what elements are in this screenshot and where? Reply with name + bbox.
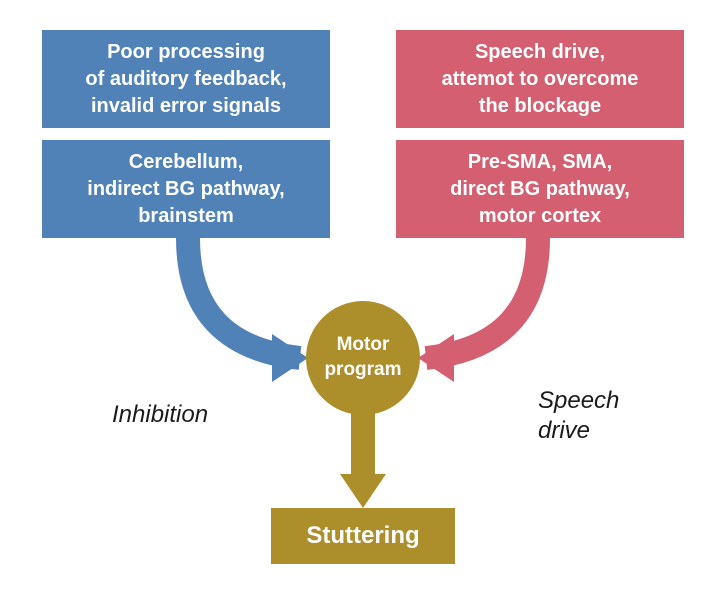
label-inhibition: Inhibition: [112, 400, 208, 430]
label-speech-drive: Speechdrive: [538, 386, 619, 446]
node-center-circle: Motorprogram: [306, 301, 420, 415]
arrow-left-shaft: [188, 238, 300, 358]
node-mid-right-text: Pre-SMA, SMA,direct BG pathway,motor cor…: [450, 149, 630, 230]
node-center-circle-text: Motorprogram: [324, 333, 401, 382]
node-top-left: Poor processingof auditory feedback,inva…: [42, 30, 330, 128]
node-top-right-text: Speech drive,attemot to overcomethe bloc…: [442, 39, 639, 120]
node-bottom-text: Stuttering: [306, 520, 419, 552]
node-mid-right: Pre-SMA, SMA,direct BG pathway,motor cor…: [396, 140, 684, 238]
node-top-left-text: Poor processingof auditory feedback,inva…: [85, 39, 286, 120]
node-bottom: Stuttering: [271, 508, 455, 564]
arrow-left-head: [272, 334, 308, 382]
node-mid-left-text: Cerebellum,indirect BG pathway,brainstem: [87, 149, 284, 230]
arrow-down-head: [340, 474, 386, 508]
arrow-right-head: [418, 334, 454, 382]
node-top-right: Speech drive,attemot to overcomethe bloc…: [396, 30, 684, 128]
arrow-right-shaft: [426, 238, 538, 358]
node-mid-left: Cerebellum,indirect BG pathway,brainstem: [42, 140, 330, 238]
